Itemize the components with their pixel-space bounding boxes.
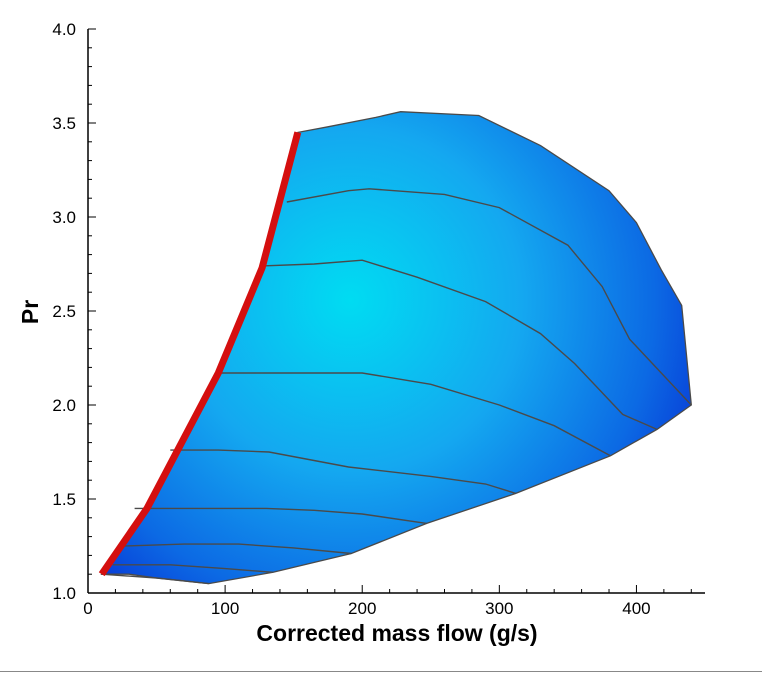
x-tick-label: 100 — [211, 599, 239, 618]
y-axis-title: Pr — [17, 300, 43, 324]
speed-line-80000 — [286, 188, 692, 406]
y-tick-label: 4.0 — [52, 20, 76, 39]
x-tick-label: 300 — [485, 599, 513, 618]
map-region — [100, 111, 692, 585]
speed-label-75000: 75000 — [649, 435, 677, 446]
speed-line-50000 — [134, 507, 427, 525]
speed-line-20000 — [101, 573, 209, 585]
y-tick-label: 3.5 — [52, 114, 76, 133]
surge-line — [98, 131, 302, 577]
y-tick-label: 2.5 — [52, 302, 76, 321]
speed-label-20000: 20000 — [201, 590, 229, 601]
x-tick-label: 0 — [83, 599, 92, 618]
x-tick-label: 200 — [348, 599, 376, 618]
speed-line-70000 — [218, 372, 611, 457]
surge-line-path — [98, 131, 302, 577]
bottom-divider — [0, 671, 762, 672]
speed-labels: 20000 30000 40000 50000 60000 70000 75000 80000 — [201, 411, 712, 601]
y-tick-label: 3.0 — [52, 208, 76, 227]
speed-label-70000: 70000 — [602, 462, 630, 473]
speed-line-60000 — [170, 449, 517, 495]
speed-label-50000: 50000 — [419, 529, 447, 540]
x-axis-title: Corrected mass flow (g/s) — [256, 620, 537, 646]
speed-label-30000: 30000 — [265, 578, 293, 589]
y-tick-label: 1.5 — [52, 490, 76, 509]
speed-label-80000: 80000 — [683, 411, 711, 422]
axes: 1.0 1.5 2.0 2.5 3.0 3.5 4.0 0 100 200 300 400 — [52, 20, 705, 618]
speed-line-75000 — [262, 259, 658, 431]
speed-label-40000: 40000 — [343, 560, 371, 571]
map-fill — [101, 111, 692, 584]
y-tick-label: 2.0 — [52, 396, 76, 415]
speed-label-60000: 60000 — [508, 499, 536, 510]
speed-lines — [101, 188, 692, 585]
speed-line-30000 — [112, 564, 274, 573]
speed-line-40000 — [123, 543, 352, 555]
y-tick-label: 1.0 — [52, 584, 76, 603]
x-tick-label: 400 — [622, 599, 650, 618]
